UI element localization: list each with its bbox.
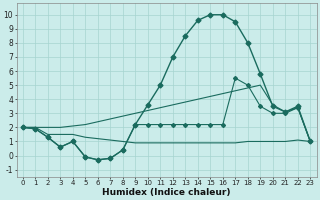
X-axis label: Humidex (Indice chaleur): Humidex (Indice chaleur) xyxy=(102,188,231,197)
